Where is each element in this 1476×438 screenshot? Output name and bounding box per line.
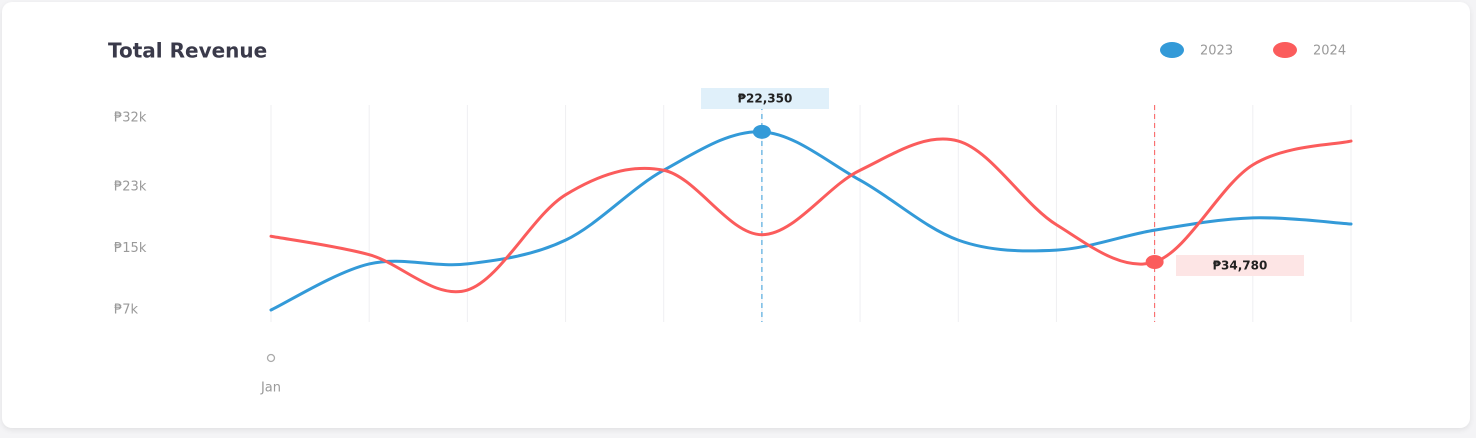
annotation-box <box>1176 255 1304 276</box>
annotation-box <box>701 88 829 109</box>
series-line <box>269 130 1353 312</box>
highlight-dot <box>1145 255 1164 269</box>
y-tick-label: ₱15k <box>114 241 147 256</box>
x-tick-label: Jan <box>260 381 281 396</box>
annotation: ₱34,780 <box>1213 259 1268 273</box>
legend-label: 2024 <box>1313 44 1346 59</box>
y-tick-label: ₱7k <box>114 303 139 318</box>
legend-swatch <box>1160 42 1184 58</box>
chart-title: Total Revenue <box>108 39 267 63</box>
y-tick-label: ₱23k <box>114 180 147 195</box>
y-tick-label: ₱32k <box>114 111 147 126</box>
legend-label: 2023 <box>1200 44 1233 59</box>
legend-swatch <box>1273 42 1297 58</box>
x-marker <box>266 353 276 363</box>
highlight-dot <box>752 124 771 139</box>
annotation: ₱22,350 <box>738 92 793 106</box>
card <box>2 2 1470 428</box>
series-line <box>269 137 1353 294</box>
